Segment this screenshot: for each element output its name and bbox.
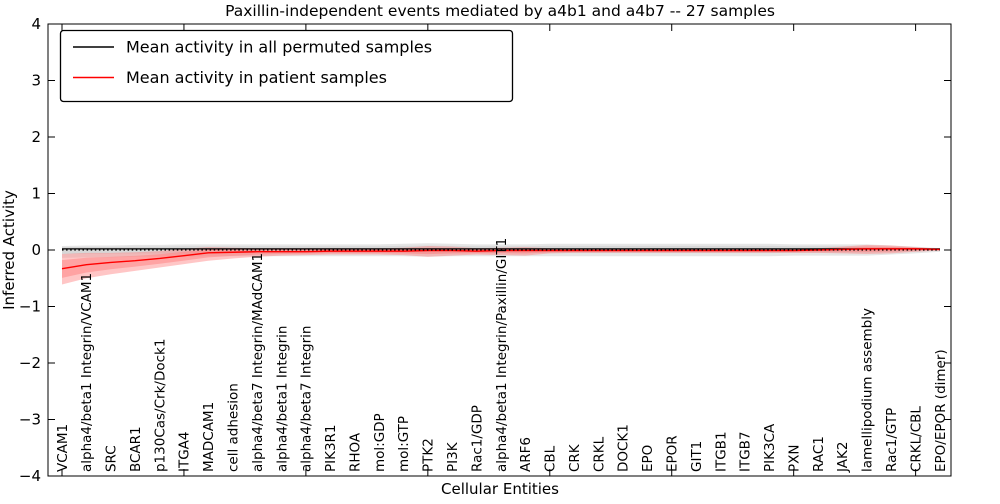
x-category-label: alpha4/beta1 Integrin/Paxillin/GIT1 [494, 238, 510, 472]
legend-label-permuted: Mean activity in all permuted samples [126, 38, 432, 57]
x-category-label: cell adhesion [226, 383, 242, 472]
x-category-label: alpha4/beta1 Integrin/VCAM1 [79, 273, 95, 472]
legend: Mean activity in all permuted samples Me… [59, 29, 514, 103]
x-category-label: PIK3R1 [323, 424, 339, 472]
x-category-label: EPOR [665, 435, 681, 472]
x-category-label: PIK3CA [762, 423, 778, 472]
x-category-label: lamellipodium assembly [860, 308, 876, 472]
x-category-label: ITGB1 [713, 431, 729, 472]
y-tick-label: 4 [31, 15, 41, 33]
y-tick-label: 3 [31, 72, 41, 90]
x-axis-label: Cellular Entities [441, 480, 559, 498]
x-category-label: Rac1/GTP [884, 408, 900, 472]
x-category-label: mol:GTP [396, 416, 412, 472]
y-tick-label: 0 [31, 241, 41, 259]
x-category-label: MADCAM1 [201, 402, 217, 472]
x-category-label: ARF6 [518, 437, 534, 472]
x-category-label: PTK2 [421, 438, 437, 472]
x-category-label: JAK2 [835, 442, 851, 473]
x-category-label: p130Cas/Crk/Dock1 [152, 339, 168, 472]
x-category-label: CBL [543, 445, 559, 472]
x-category-label: SRC [104, 445, 120, 472]
x-category-label: Rac1/GDP [469, 405, 485, 472]
x-category-label: mol:GDP [372, 413, 388, 472]
x-category-label: CRK [567, 443, 583, 472]
x-category-label: alpha4/beta7 Integrin [299, 326, 315, 472]
x-category-label: ITGA4 [177, 431, 193, 472]
x-category-label: BCAR1 [128, 426, 144, 472]
y-tick-label: 1 [31, 185, 41, 203]
confidence-band-patient [62, 244, 940, 285]
x-category-label: EPO [640, 445, 656, 472]
y-tick-label: −4 [19, 467, 41, 485]
x-category-label: CRKL/CBL [908, 406, 924, 472]
x-category-label: GIT1 [689, 441, 705, 472]
x-category-label: alpha4/beta7 Integrin/MAdCAM1 [250, 253, 266, 472]
x-category-label: VCAM1 [55, 424, 71, 472]
x-category-label: RAC1 [811, 436, 827, 472]
x-category-label: RHOA [347, 432, 363, 472]
x-category-label: ITGB7 [738, 431, 754, 472]
plot-area: −4 −3 −2 −1 0 1 2 3 4 VCAM1 alpha4/beta1 Integrin/… [19, 15, 952, 485]
chart-title: Paxillin-independent events mediated by … [225, 2, 775, 20]
x-category-label: CRKL [591, 436, 607, 472]
y-tick-label: −3 [19, 411, 41, 429]
legend-box [59, 29, 514, 103]
y-tick-label: 2 [31, 128, 41, 146]
y-tick-label: −1 [19, 298, 41, 316]
x-category-label: DOCK1 [616, 424, 632, 472]
x-category-label: alpha4/beta1 Integrin [274, 326, 290, 472]
x-category-label: PXN [786, 445, 802, 473]
y-axis-label: Inferred Activity [0, 190, 18, 310]
legend-label-patient: Mean activity in patient samples [126, 68, 387, 87]
x-category-label: PI3K [445, 441, 461, 472]
x-category-label: EPO/EPOR (dimer) [933, 349, 949, 472]
y-tick-label: −2 [19, 354, 41, 372]
